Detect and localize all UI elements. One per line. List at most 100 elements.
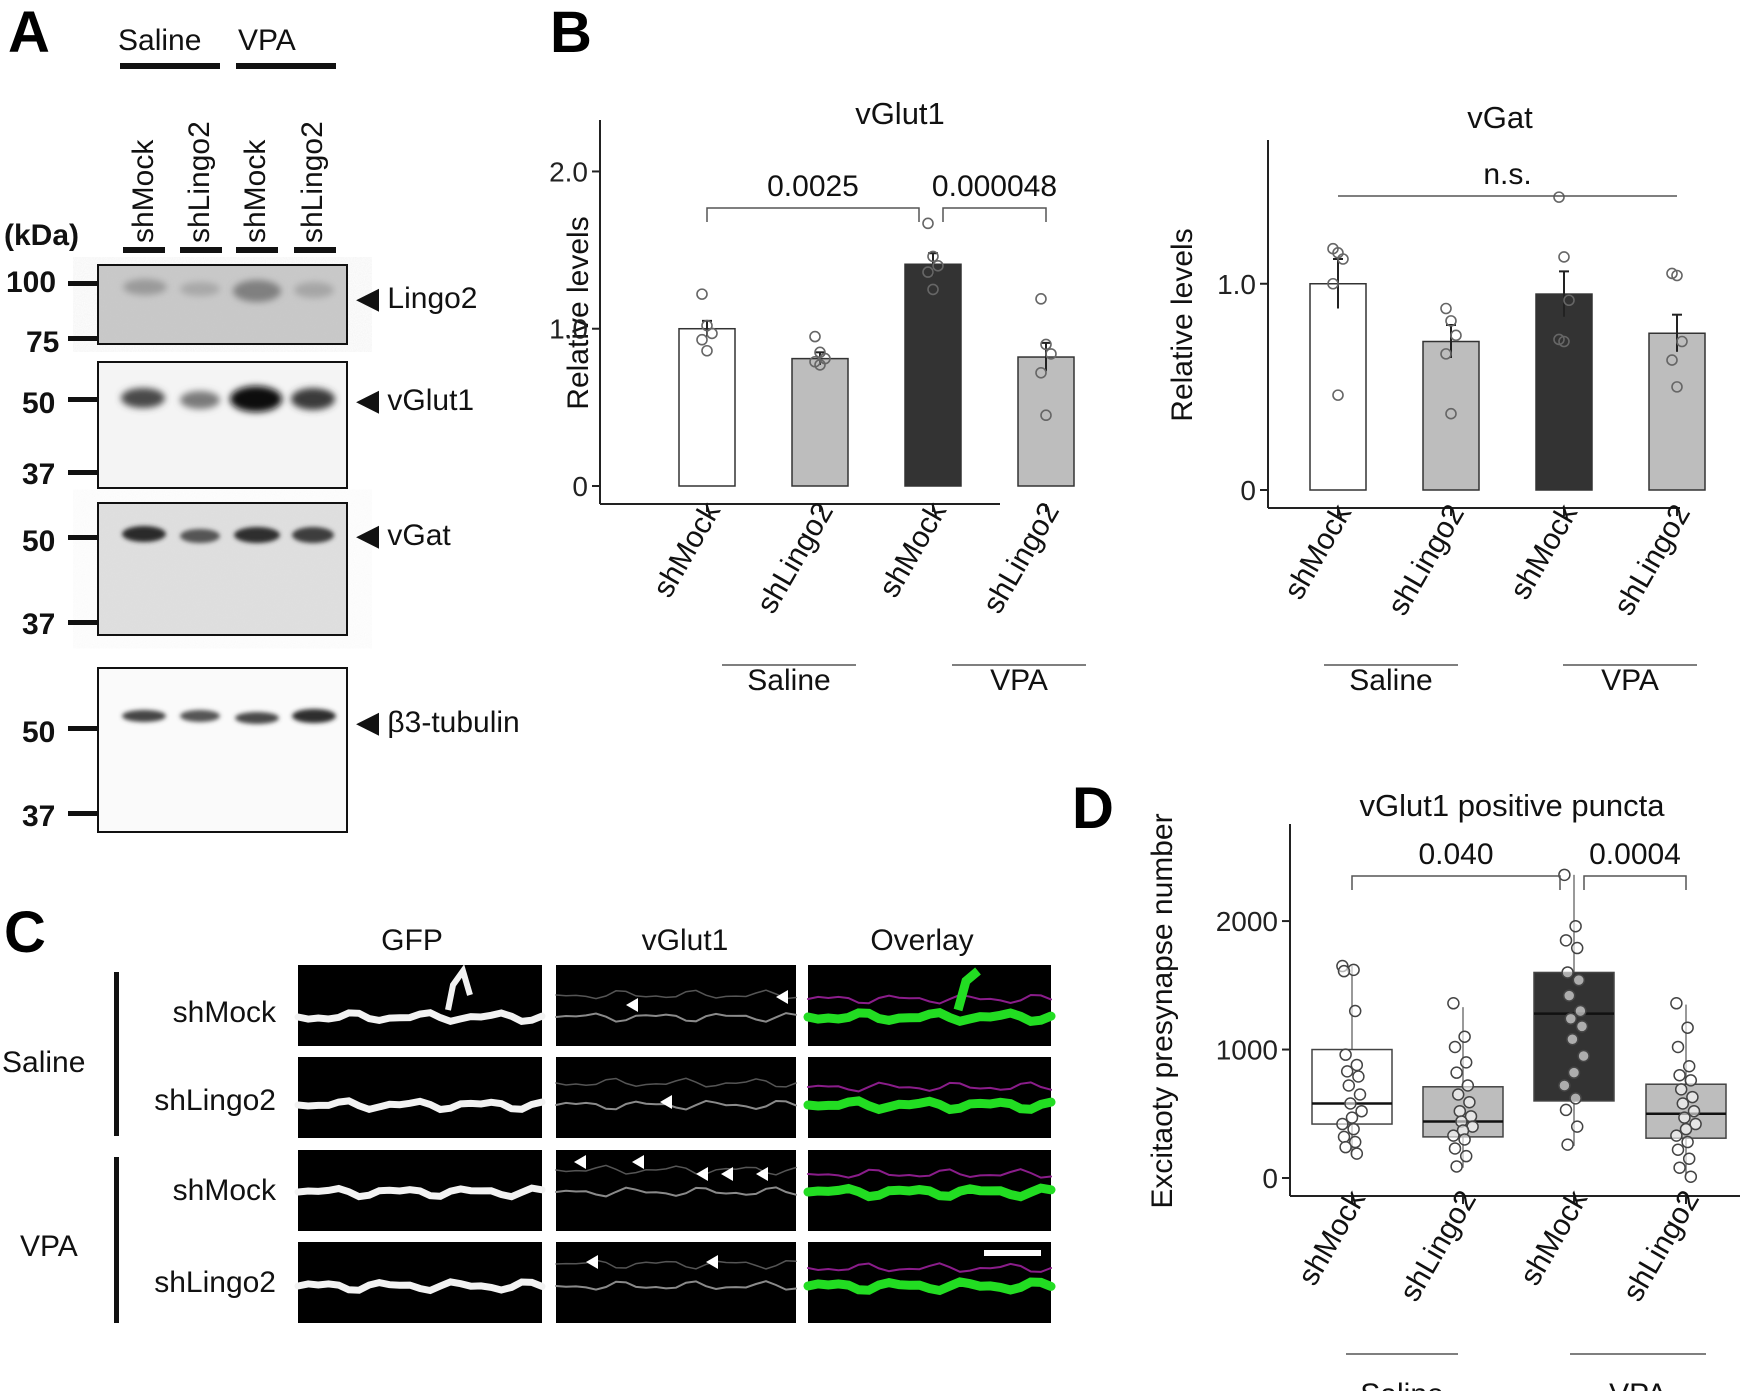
data-point xyxy=(1689,1117,1702,1131)
y-tick-label: 2.0 xyxy=(549,156,588,187)
data-point xyxy=(1332,389,1344,401)
data-point xyxy=(1344,1097,1357,1110)
data-point xyxy=(1035,366,1047,379)
panel-letter-c: C xyxy=(4,900,46,965)
data-point xyxy=(1453,1104,1467,1118)
data-point xyxy=(1566,1033,1579,1046)
bar xyxy=(678,327,736,487)
data-point xyxy=(1674,1083,1688,1096)
marker-50c: 50 xyxy=(22,716,55,749)
comparison-label: 0.0025 xyxy=(767,170,859,203)
data-point xyxy=(922,217,934,230)
group-label: VPA xyxy=(1609,1378,1667,1391)
dendrite xyxy=(803,1277,1056,1296)
comparison-label: 0.0004 xyxy=(1589,838,1681,871)
data-point xyxy=(1337,1130,1351,1144)
y-tick-label: 0 xyxy=(572,471,588,502)
data-point xyxy=(1676,335,1688,348)
data-point xyxy=(1339,1140,1352,1154)
arrowhead xyxy=(721,1167,733,1181)
blot-vgat: 50 37 ◀ vGat xyxy=(22,502,451,641)
arrowhead xyxy=(574,1155,586,1169)
vpa-bracket xyxy=(236,63,336,69)
x-tick-label: shLingo2 xyxy=(751,497,840,619)
vpa-row-bar xyxy=(114,1157,119,1323)
lane-label-4: shLingo2 xyxy=(296,121,329,243)
data-point xyxy=(1342,1079,1356,1092)
data-point xyxy=(1558,868,1571,882)
chart-puncta: vGlut1 positive puncta Excitaoty presynap… xyxy=(1146,788,1740,1391)
y-axis-label: Relative levels xyxy=(562,216,595,409)
blot-b3-tubulin: 50 37 ◀ β3-tubulin xyxy=(22,667,520,833)
dendrite xyxy=(555,1012,797,1023)
bar xyxy=(791,357,849,487)
chart-vglut1: vGlut1 Relative levels 0 1.0 2.0 shMock shLing… xyxy=(549,96,1086,697)
data-point xyxy=(1348,1004,1362,1018)
data-point xyxy=(1450,1160,1463,1173)
data-point xyxy=(1340,1065,1354,1078)
arrowhead xyxy=(632,1155,644,1169)
chart-title: vGlut1 positive puncta xyxy=(1359,788,1665,823)
data-point xyxy=(1678,1111,1691,1124)
data-point xyxy=(1350,1147,1364,1160)
arrowhead xyxy=(586,1255,598,1269)
data-point xyxy=(1671,1040,1685,1054)
dendrite xyxy=(807,1168,1052,1179)
lane-label-3: shMock xyxy=(239,139,272,243)
data-point xyxy=(1458,1030,1471,1043)
arrowhead xyxy=(626,998,638,1012)
data-point xyxy=(1451,1088,1465,1101)
data-point xyxy=(1348,1135,1362,1149)
kda-label: (kDa) xyxy=(4,219,79,252)
data-point xyxy=(1445,315,1457,327)
spine xyxy=(445,964,473,1011)
data-point xyxy=(1459,1056,1473,1069)
data-point xyxy=(1450,1066,1463,1079)
y-tick-label: 1.0 xyxy=(549,314,588,345)
row-label-3: shMock xyxy=(173,1174,277,1207)
col-label-gfp: GFP xyxy=(381,924,443,957)
panel-letter-a: A xyxy=(8,0,50,65)
dendrite xyxy=(555,1280,797,1291)
data-point xyxy=(1681,1021,1694,1034)
data-point xyxy=(1461,1079,1475,1092)
data-point xyxy=(1673,1068,1686,1082)
blot-lingo2: 100 75 ◀ Lingo2 xyxy=(6,264,478,359)
panel-letter-b: B xyxy=(550,0,592,65)
dendrite xyxy=(555,1164,797,1176)
arrowhead xyxy=(776,990,788,1004)
data-point xyxy=(1445,407,1457,420)
data-point xyxy=(1463,1095,1476,1109)
arrowhead xyxy=(756,1167,768,1181)
dendrite xyxy=(555,1186,797,1198)
group-label: Saline xyxy=(1349,664,1432,697)
data-point xyxy=(701,344,713,357)
row-label-4: shLingo2 xyxy=(154,1266,276,1299)
data-point xyxy=(1577,1049,1590,1063)
bar xyxy=(904,263,962,487)
marker-75: 75 xyxy=(26,326,59,359)
lane-bar-1 xyxy=(123,247,165,253)
data-point xyxy=(1671,269,1683,282)
comparison-bracket xyxy=(1351,875,1561,890)
x-tick-label: shMock xyxy=(1504,498,1585,605)
data-point xyxy=(927,250,939,263)
data-point xyxy=(1045,348,1057,360)
y-tick-label: 2000 xyxy=(1216,906,1278,937)
x-tick-label: shMock xyxy=(1292,1184,1373,1291)
data-point xyxy=(1561,966,1574,979)
data-point xyxy=(1337,253,1349,265)
data-point xyxy=(1562,989,1576,1002)
dendrite xyxy=(807,1081,1052,1093)
data-point xyxy=(1676,1097,1690,1110)
dendrite xyxy=(803,1096,1056,1115)
marker-37a: 37 xyxy=(22,458,55,491)
row-group-vpa: VPA xyxy=(20,1230,78,1263)
dendrite xyxy=(555,1099,797,1111)
data-point xyxy=(1559,1103,1573,1117)
marker-50a: 50 xyxy=(22,387,55,420)
data-point xyxy=(1353,1088,1367,1101)
data-point xyxy=(927,283,939,296)
data-point xyxy=(1448,1040,1462,1054)
blot-vglut1: 50 37 ◀ vGlut1 xyxy=(22,361,474,491)
